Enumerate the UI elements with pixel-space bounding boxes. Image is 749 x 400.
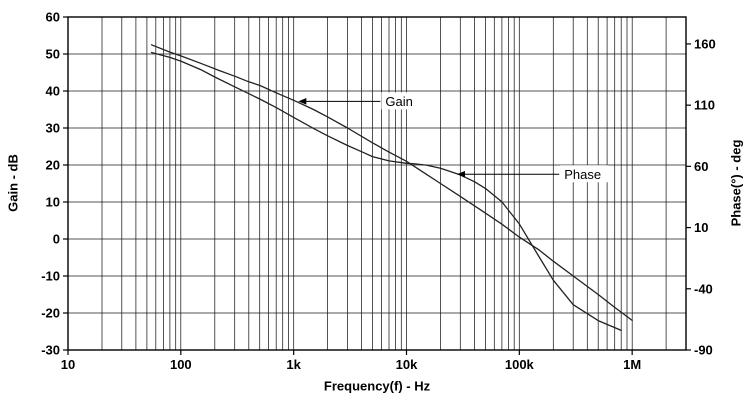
y-right-tick-label: 10 xyxy=(694,220,708,235)
curve-phase xyxy=(150,51,622,332)
y-right-tick-label: -90 xyxy=(694,343,713,358)
x-tick-label: 1k xyxy=(286,357,301,372)
x-tick-label: 10 xyxy=(61,357,75,372)
annotation-label-bg xyxy=(560,165,609,183)
axis-ticks xyxy=(63,16,691,355)
x-tick-label: 100 xyxy=(170,357,192,372)
curve-gain xyxy=(150,44,633,322)
y-left-tick-label: 40 xyxy=(46,84,60,99)
annotations: Gain Phase xyxy=(298,92,609,183)
grid xyxy=(67,16,687,351)
y-left-tick-label: -30 xyxy=(41,343,60,358)
annotation-label-bg xyxy=(381,92,422,110)
x-tick-label: 100k xyxy=(505,357,535,372)
y-right-tick-label: 160 xyxy=(694,36,716,51)
annotation-arrow-head xyxy=(456,170,465,178)
x-axis-title: Frequency(f) - Hz xyxy=(323,378,431,394)
curves xyxy=(150,44,633,332)
y-left-tick-label: 20 xyxy=(46,158,60,173)
annotation-arrow-head xyxy=(298,98,307,105)
y-left-tick-label: 60 xyxy=(46,10,60,25)
annotation-label: Gain xyxy=(385,94,412,109)
x-tick-label: 10k xyxy=(396,357,418,372)
annotation-label: Phase xyxy=(564,167,601,182)
y-right-tick-label: 60 xyxy=(694,159,708,174)
y-right-tick-label: -40 xyxy=(694,281,713,296)
x-tick-label: 1M xyxy=(623,357,641,372)
y-left-tick-label: 50 xyxy=(46,47,60,62)
y-right-tick-label: 110 xyxy=(694,98,715,113)
y-left-tick-label: 10 xyxy=(46,195,60,210)
y-left-tick-label: -20 xyxy=(41,306,60,321)
y-left-tick-label: 0 xyxy=(53,232,60,247)
y-left-tick-label: -10 xyxy=(41,269,60,284)
left-axis-title: Gain - dB xyxy=(5,154,21,212)
right-axis-title: Phase(°) - deg xyxy=(728,139,744,227)
tick-labels: 6050403020100-10-20-301601106010-40-9010… xyxy=(41,10,716,373)
plot-border xyxy=(67,16,687,351)
y-left-tick-label: 30 xyxy=(46,121,60,136)
